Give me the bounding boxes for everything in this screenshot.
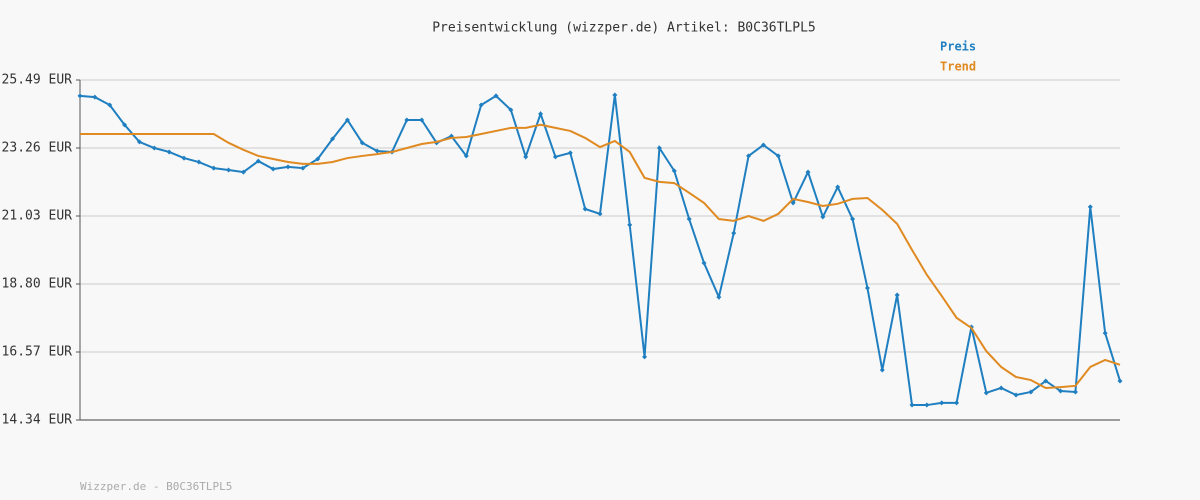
- point-marker: [1043, 378, 1049, 384]
- point-marker: [1072, 389, 1078, 395]
- point-marker: [642, 354, 648, 360]
- point-marker: [478, 102, 484, 108]
- point-marker: [493, 93, 499, 99]
- point-marker: [226, 167, 232, 173]
- point-marker: [701, 260, 707, 266]
- point-marker: [567, 150, 573, 156]
- point-marker: [344, 117, 350, 123]
- point-marker: [77, 93, 83, 99]
- point-marker: [404, 117, 410, 123]
- point-marker: [255, 158, 261, 164]
- point-marker: [285, 164, 291, 170]
- point-marker: [508, 107, 514, 113]
- point-marker: [92, 94, 98, 100]
- point-marker: [374, 148, 380, 154]
- point-marker: [196, 159, 202, 165]
- point-marker: [463, 153, 469, 159]
- point-marker: [760, 142, 766, 148]
- chart-title: Preisentwicklung (wizzper.de) Artikel: B…: [432, 21, 816, 36]
- point-marker: [315, 156, 321, 162]
- point-marker: [612, 92, 618, 98]
- y-tick-label: 14.34 EUR: [2, 413, 73, 428]
- point-marker: [1013, 392, 1019, 398]
- point-marker: [270, 166, 276, 172]
- point-marker: [627, 222, 633, 228]
- point-marker: [136, 139, 142, 145]
- point-marker: [924, 402, 930, 408]
- point-marker: [330, 136, 336, 142]
- point-marker: [731, 230, 737, 236]
- point-marker: [181, 155, 187, 161]
- y-tick-label: 23.26 EUR: [2, 141, 73, 156]
- point-marker: [300, 165, 306, 171]
- y-tick-label: 25.49 EUR: [2, 73, 73, 88]
- point-marker: [1102, 330, 1108, 336]
- point-marker: [1117, 378, 1123, 384]
- point-marker: [107, 102, 113, 108]
- point-marker: [775, 153, 781, 159]
- point-marker: [1028, 389, 1034, 395]
- point-marker: [790, 200, 796, 206]
- point-marker: [864, 285, 870, 291]
- point-marker: [538, 111, 544, 117]
- point-marker: [954, 400, 960, 406]
- point-marker: [582, 206, 588, 212]
- y-tick-label: 21.03 EUR: [2, 209, 73, 224]
- point-marker: [805, 169, 811, 175]
- point-marker: [850, 216, 856, 222]
- point-marker: [211, 165, 217, 171]
- point-marker: [240, 169, 246, 175]
- y-tick-label: 16.57 EUR: [2, 345, 73, 360]
- legend-label: Preis: [940, 40, 976, 54]
- point-marker: [359, 140, 365, 146]
- footer: Wizzper.de - B0C36TLPL5: [80, 480, 232, 493]
- point-marker: [998, 385, 1004, 391]
- point-marker: [552, 154, 558, 160]
- point-marker: [686, 216, 692, 222]
- point-marker: [983, 390, 989, 396]
- point-marker: [894, 292, 900, 298]
- point-marker: [939, 400, 945, 406]
- point-marker: [716, 294, 722, 300]
- point-marker: [820, 214, 826, 220]
- y-tick-label: 18.80 EUR: [2, 277, 73, 292]
- point-marker: [523, 154, 529, 160]
- point-marker: [835, 184, 841, 190]
- point-marker: [151, 145, 157, 151]
- point-marker: [656, 145, 662, 151]
- point-marker: [1058, 388, 1064, 394]
- series-line: [80, 123, 1121, 389]
- point-marker: [671, 168, 677, 174]
- point-marker: [419, 117, 425, 123]
- point-marker: [909, 402, 915, 408]
- point-marker: [879, 367, 885, 373]
- point-marker: [122, 122, 128, 128]
- point-marker: [746, 153, 752, 159]
- point-marker: [1087, 204, 1093, 210]
- point-marker: [597, 211, 603, 217]
- point-marker: [166, 149, 172, 155]
- legend-label: Trend: [940, 60, 976, 74]
